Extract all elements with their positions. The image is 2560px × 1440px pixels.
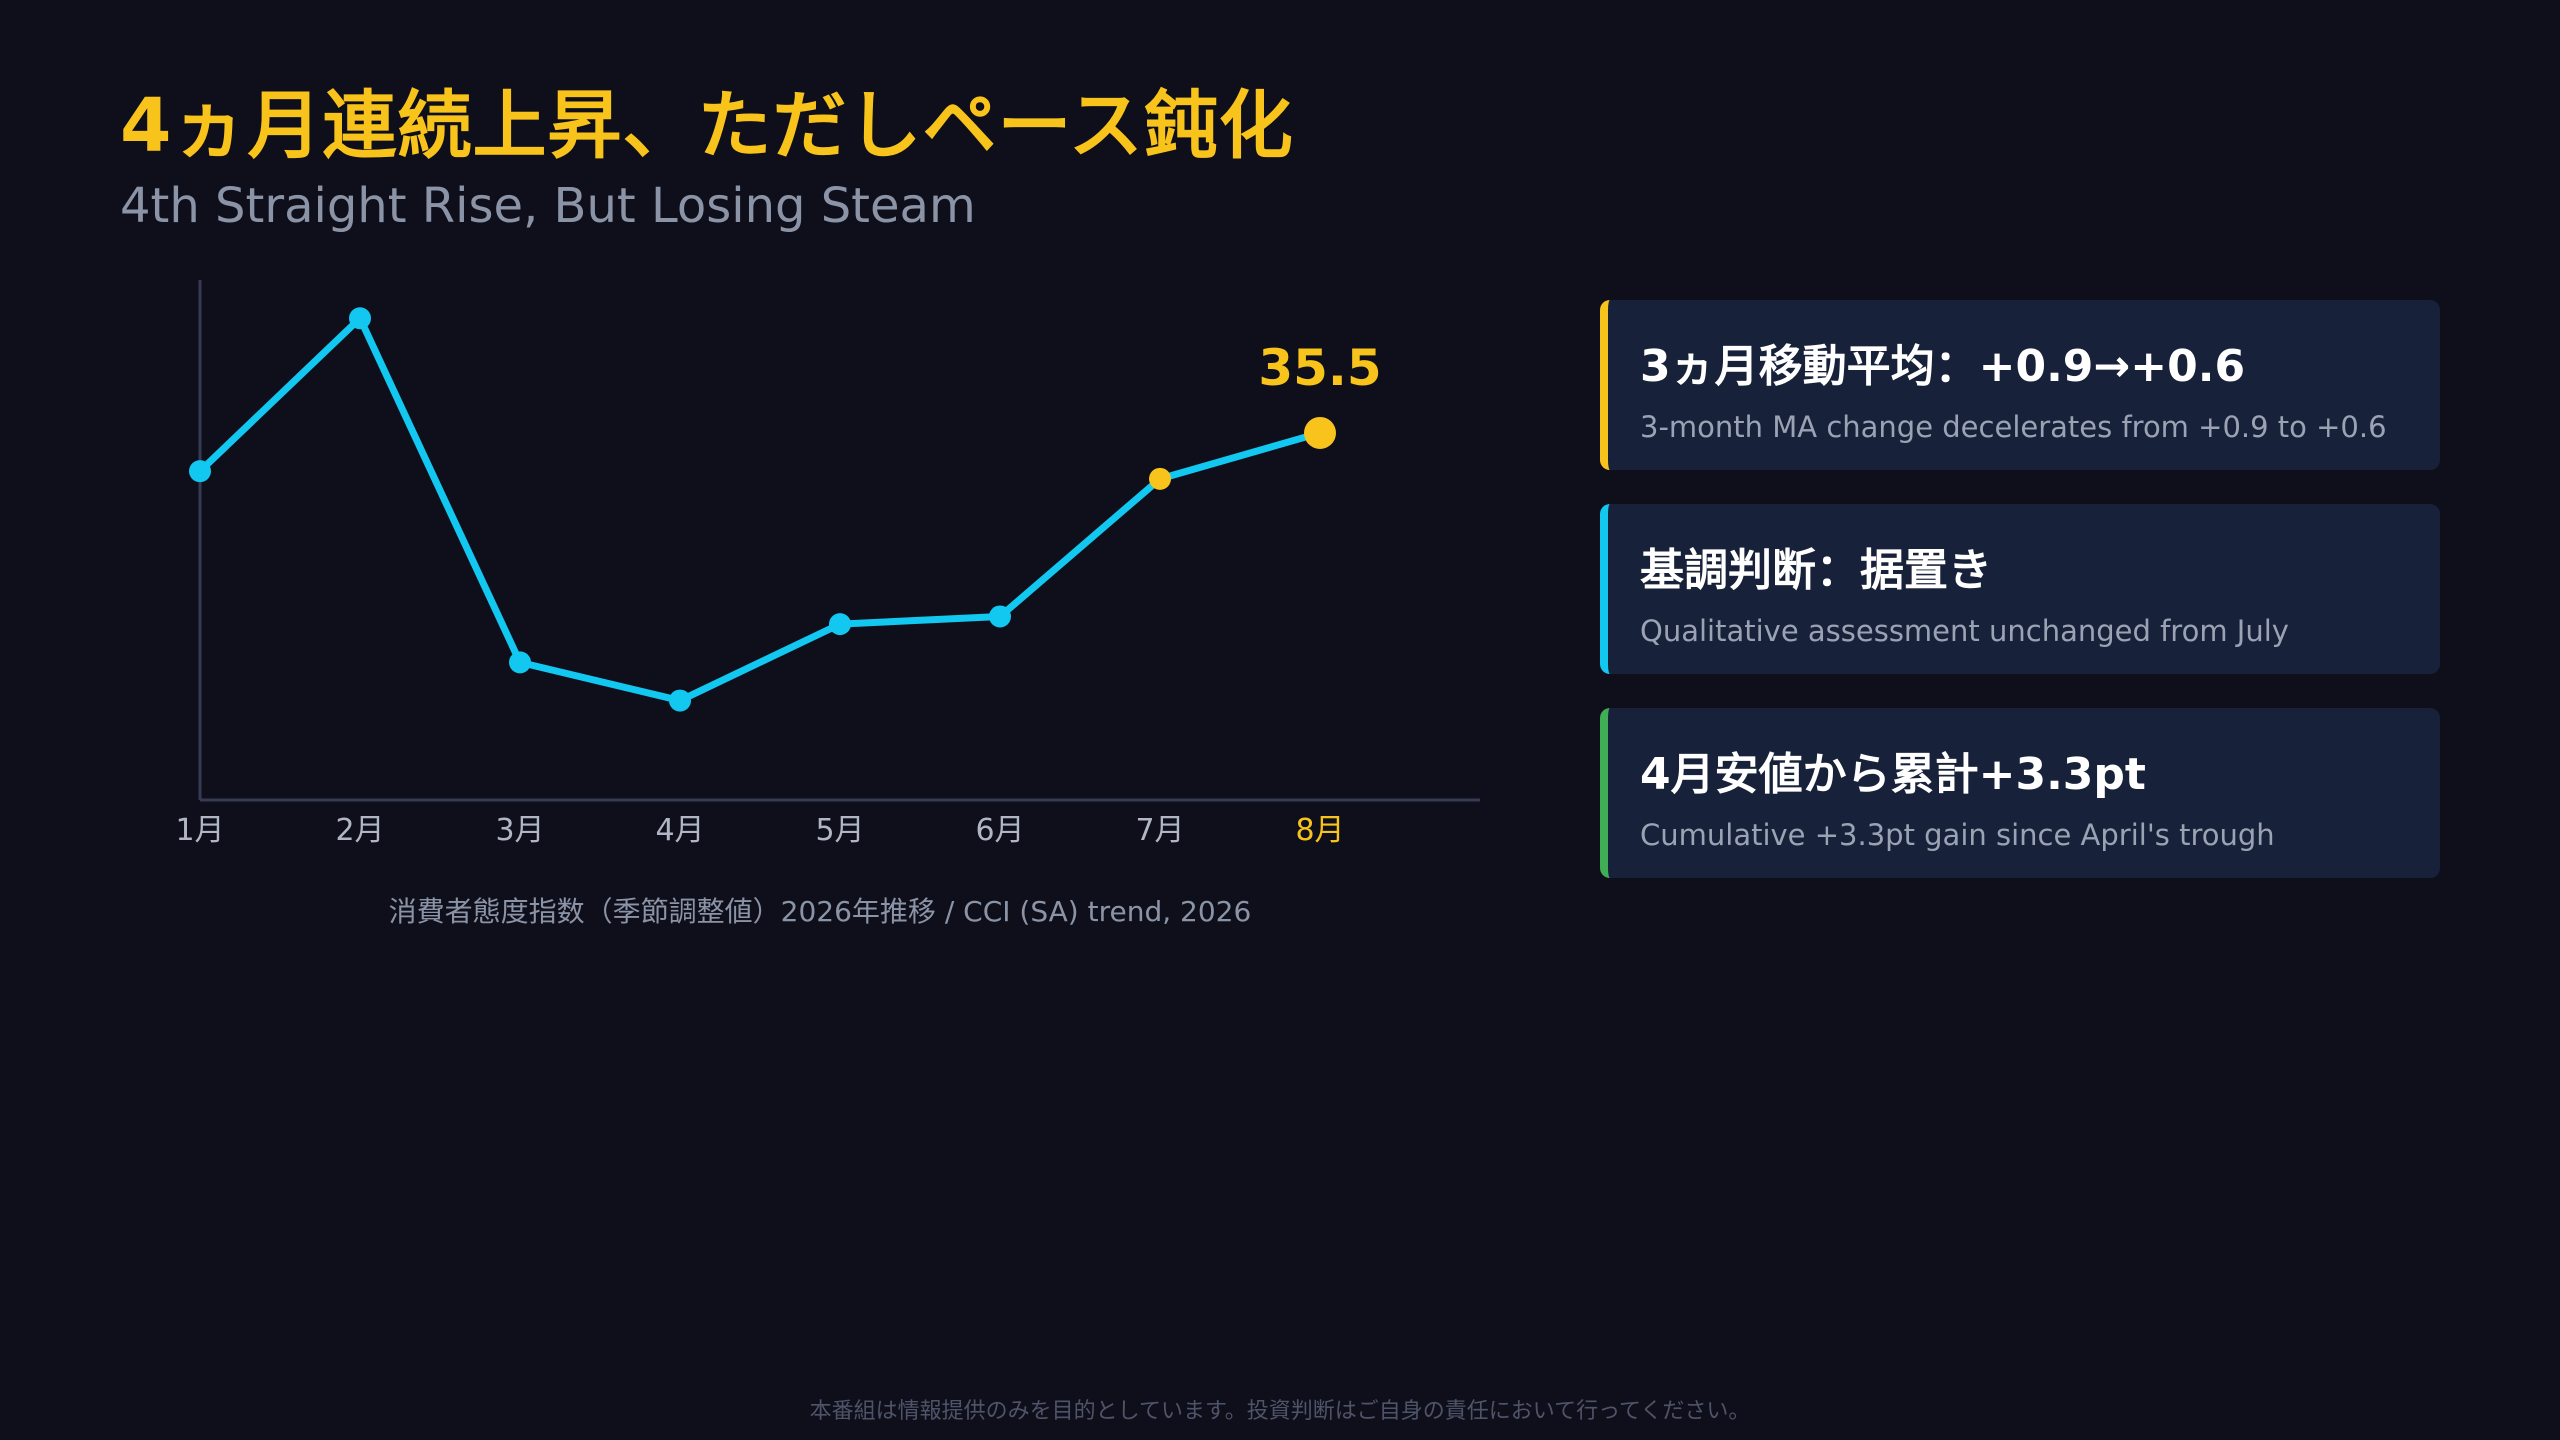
data-point xyxy=(989,605,1011,628)
page-subtitle: 4th Straight Rise, But Losing Steam xyxy=(120,178,976,234)
insight-card-heading: 4月安値から累計+3.3pt xyxy=(1640,749,2146,800)
disclaimer-footer: 本番組は情報提供のみを目的としています。投資判断はご自身の責任において行ってくだ… xyxy=(809,1399,1751,1424)
data-point xyxy=(349,307,371,330)
insight-cards: 3ヵ月移動平均：+0.9→+0.6 3-month MA change dece… xyxy=(1600,300,2440,912)
insight-card-text: Cumulative +3.3pt gain since April's tro… xyxy=(1640,818,2275,852)
x-tick-label: 2月 xyxy=(335,813,384,848)
insight-card-text: 3-month MA change decelerates from +0.9 … xyxy=(1640,410,2387,444)
page-title: 4ヵ月連続上昇、ただしペース鈍化 xyxy=(120,83,1294,169)
x-tick-label: 3月 xyxy=(495,813,544,848)
data-point xyxy=(509,651,531,674)
x-tick-label: 8月 xyxy=(1295,813,1344,848)
insight-card-assessment: 基調判断：据置き Qualitative assessment unchange… xyxy=(1600,504,2440,674)
data-point xyxy=(669,689,691,712)
x-tick-label: 1月 xyxy=(175,813,224,848)
insight-card-heading: 3ヵ月移動平均：+0.9→+0.6 xyxy=(1640,341,2246,392)
cci-line-chart: 1月 2月 3月 4月 5月 6月 7月 8月 35.5 xyxy=(175,280,1480,848)
insight-card-cumulative-gain: 4月安値から累計+3.3pt Cumulative +3.3pt gain si… xyxy=(1600,708,2440,878)
data-point xyxy=(189,460,211,483)
insight-card-moving-average: 3ヵ月移動平均：+0.9→+0.6 3-month MA change dece… xyxy=(1600,300,2440,470)
data-point xyxy=(829,613,851,636)
x-tick-label: 7月 xyxy=(1135,813,1184,848)
x-tick-label: 5月 xyxy=(815,813,864,848)
x-tick-label: 6月 xyxy=(975,813,1024,848)
data-point xyxy=(1149,467,1171,490)
data-label: 35.5 xyxy=(1258,339,1381,397)
chart-caption: 消費者態度指数（季節調整値）2026年推移 / CCI (SA) trend, … xyxy=(388,895,1252,928)
insight-card-text: Qualitative assessment unchanged from Ju… xyxy=(1640,614,2289,648)
data-point xyxy=(1304,416,1336,449)
series-line xyxy=(196,314,1324,705)
insight-card-heading: 基調判断：据置き xyxy=(1640,545,1992,596)
x-tick-label: 4月 xyxy=(655,813,704,848)
